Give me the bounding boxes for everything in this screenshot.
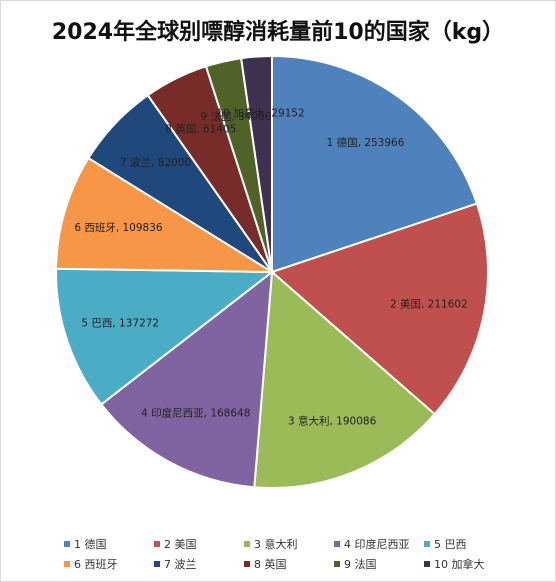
legend-label-6: 6 西班牙 bbox=[74, 558, 118, 571]
data-label-7: 7 波兰, 82000 bbox=[120, 156, 191, 169]
pie-slice-4 bbox=[99, 269, 274, 489]
data-label-4: 4 印度尼西亚, 168648 bbox=[141, 407, 250, 420]
legend-swatch-10 bbox=[424, 561, 430, 567]
pie-slice-10 bbox=[240, 54, 273, 273]
legend-item-9: 9 法国 bbox=[334, 556, 420, 572]
legend-swatch-5 bbox=[424, 541, 430, 547]
legend-label-4: 4 印度尼西亚 bbox=[344, 538, 410, 551]
legend-swatch-8 bbox=[244, 561, 250, 567]
legend-swatch-6 bbox=[64, 561, 70, 567]
legend: 1 德国 2 美国 3 意大利 4 印度尼西亚 5 巴西 6 西班牙 7 波兰 8 英国 9 法… bbox=[64, 536, 534, 572]
legend-swatch-2 bbox=[154, 541, 160, 547]
legend-label-2: 2 美国 bbox=[164, 538, 197, 551]
pie-slice-5 bbox=[55, 267, 275, 406]
data-label-5: 5 巴西, 137272 bbox=[81, 318, 159, 330]
legend-item-5: 5 巴西 bbox=[424, 536, 510, 552]
legend-swatch-4 bbox=[334, 541, 340, 547]
legend-item-7: 7 波兰 bbox=[154, 556, 240, 572]
data-label-2: 2 美国, 211602 bbox=[390, 297, 468, 310]
legend-label-10: 10 加拿大 bbox=[434, 558, 485, 571]
legend-label-9: 9 法国 bbox=[344, 558, 377, 571]
pie-slice-6 bbox=[55, 156, 276, 274]
legend-label-7: 7 波兰 bbox=[164, 558, 197, 571]
data-label-8: 8 英国, 61405 bbox=[165, 123, 236, 136]
legend-item-4: 4 印度尼西亚 bbox=[334, 536, 420, 552]
legend-label-1: 1 德国 bbox=[74, 538, 107, 551]
pie-slice-3 bbox=[253, 269, 437, 489]
pie-slice-1 bbox=[271, 54, 479, 274]
data-label-6: 6 西班牙, 109836 bbox=[74, 222, 163, 234]
legend-swatch-9 bbox=[334, 561, 340, 567]
legend-label-3: 3 意大利 bbox=[254, 538, 298, 551]
legend-item-3: 3 意大利 bbox=[244, 536, 330, 552]
data-label-9: 9 法国, 34000 bbox=[200, 110, 271, 123]
legend-item-8: 8 英国 bbox=[244, 556, 330, 572]
data-label-10: 10 加拿大, 29152 bbox=[216, 106, 304, 119]
legend-swatch-3 bbox=[244, 541, 250, 547]
legend-item-1: 1 德国 bbox=[64, 536, 150, 552]
chart-title: 2024年全球别嘌醇消耗量前10的国家（kg） bbox=[51, 20, 505, 45]
legend-item-2: 2 美国 bbox=[154, 536, 240, 552]
legend-item-6: 6 西班牙 bbox=[64, 556, 150, 572]
data-label-1: 1 德国, 253966 bbox=[327, 136, 405, 149]
pie-slice-2 bbox=[270, 202, 489, 416]
legend-label-5: 5 巴西 bbox=[434, 538, 467, 551]
data-label-3: 3 意大利, 190086 bbox=[288, 414, 377, 427]
legend-item-10: 10 加拿大 bbox=[424, 556, 510, 572]
legend-swatch-1 bbox=[64, 541, 70, 547]
legend-label-8: 8 英国 bbox=[254, 558, 287, 571]
legend-swatch-7 bbox=[154, 561, 160, 567]
